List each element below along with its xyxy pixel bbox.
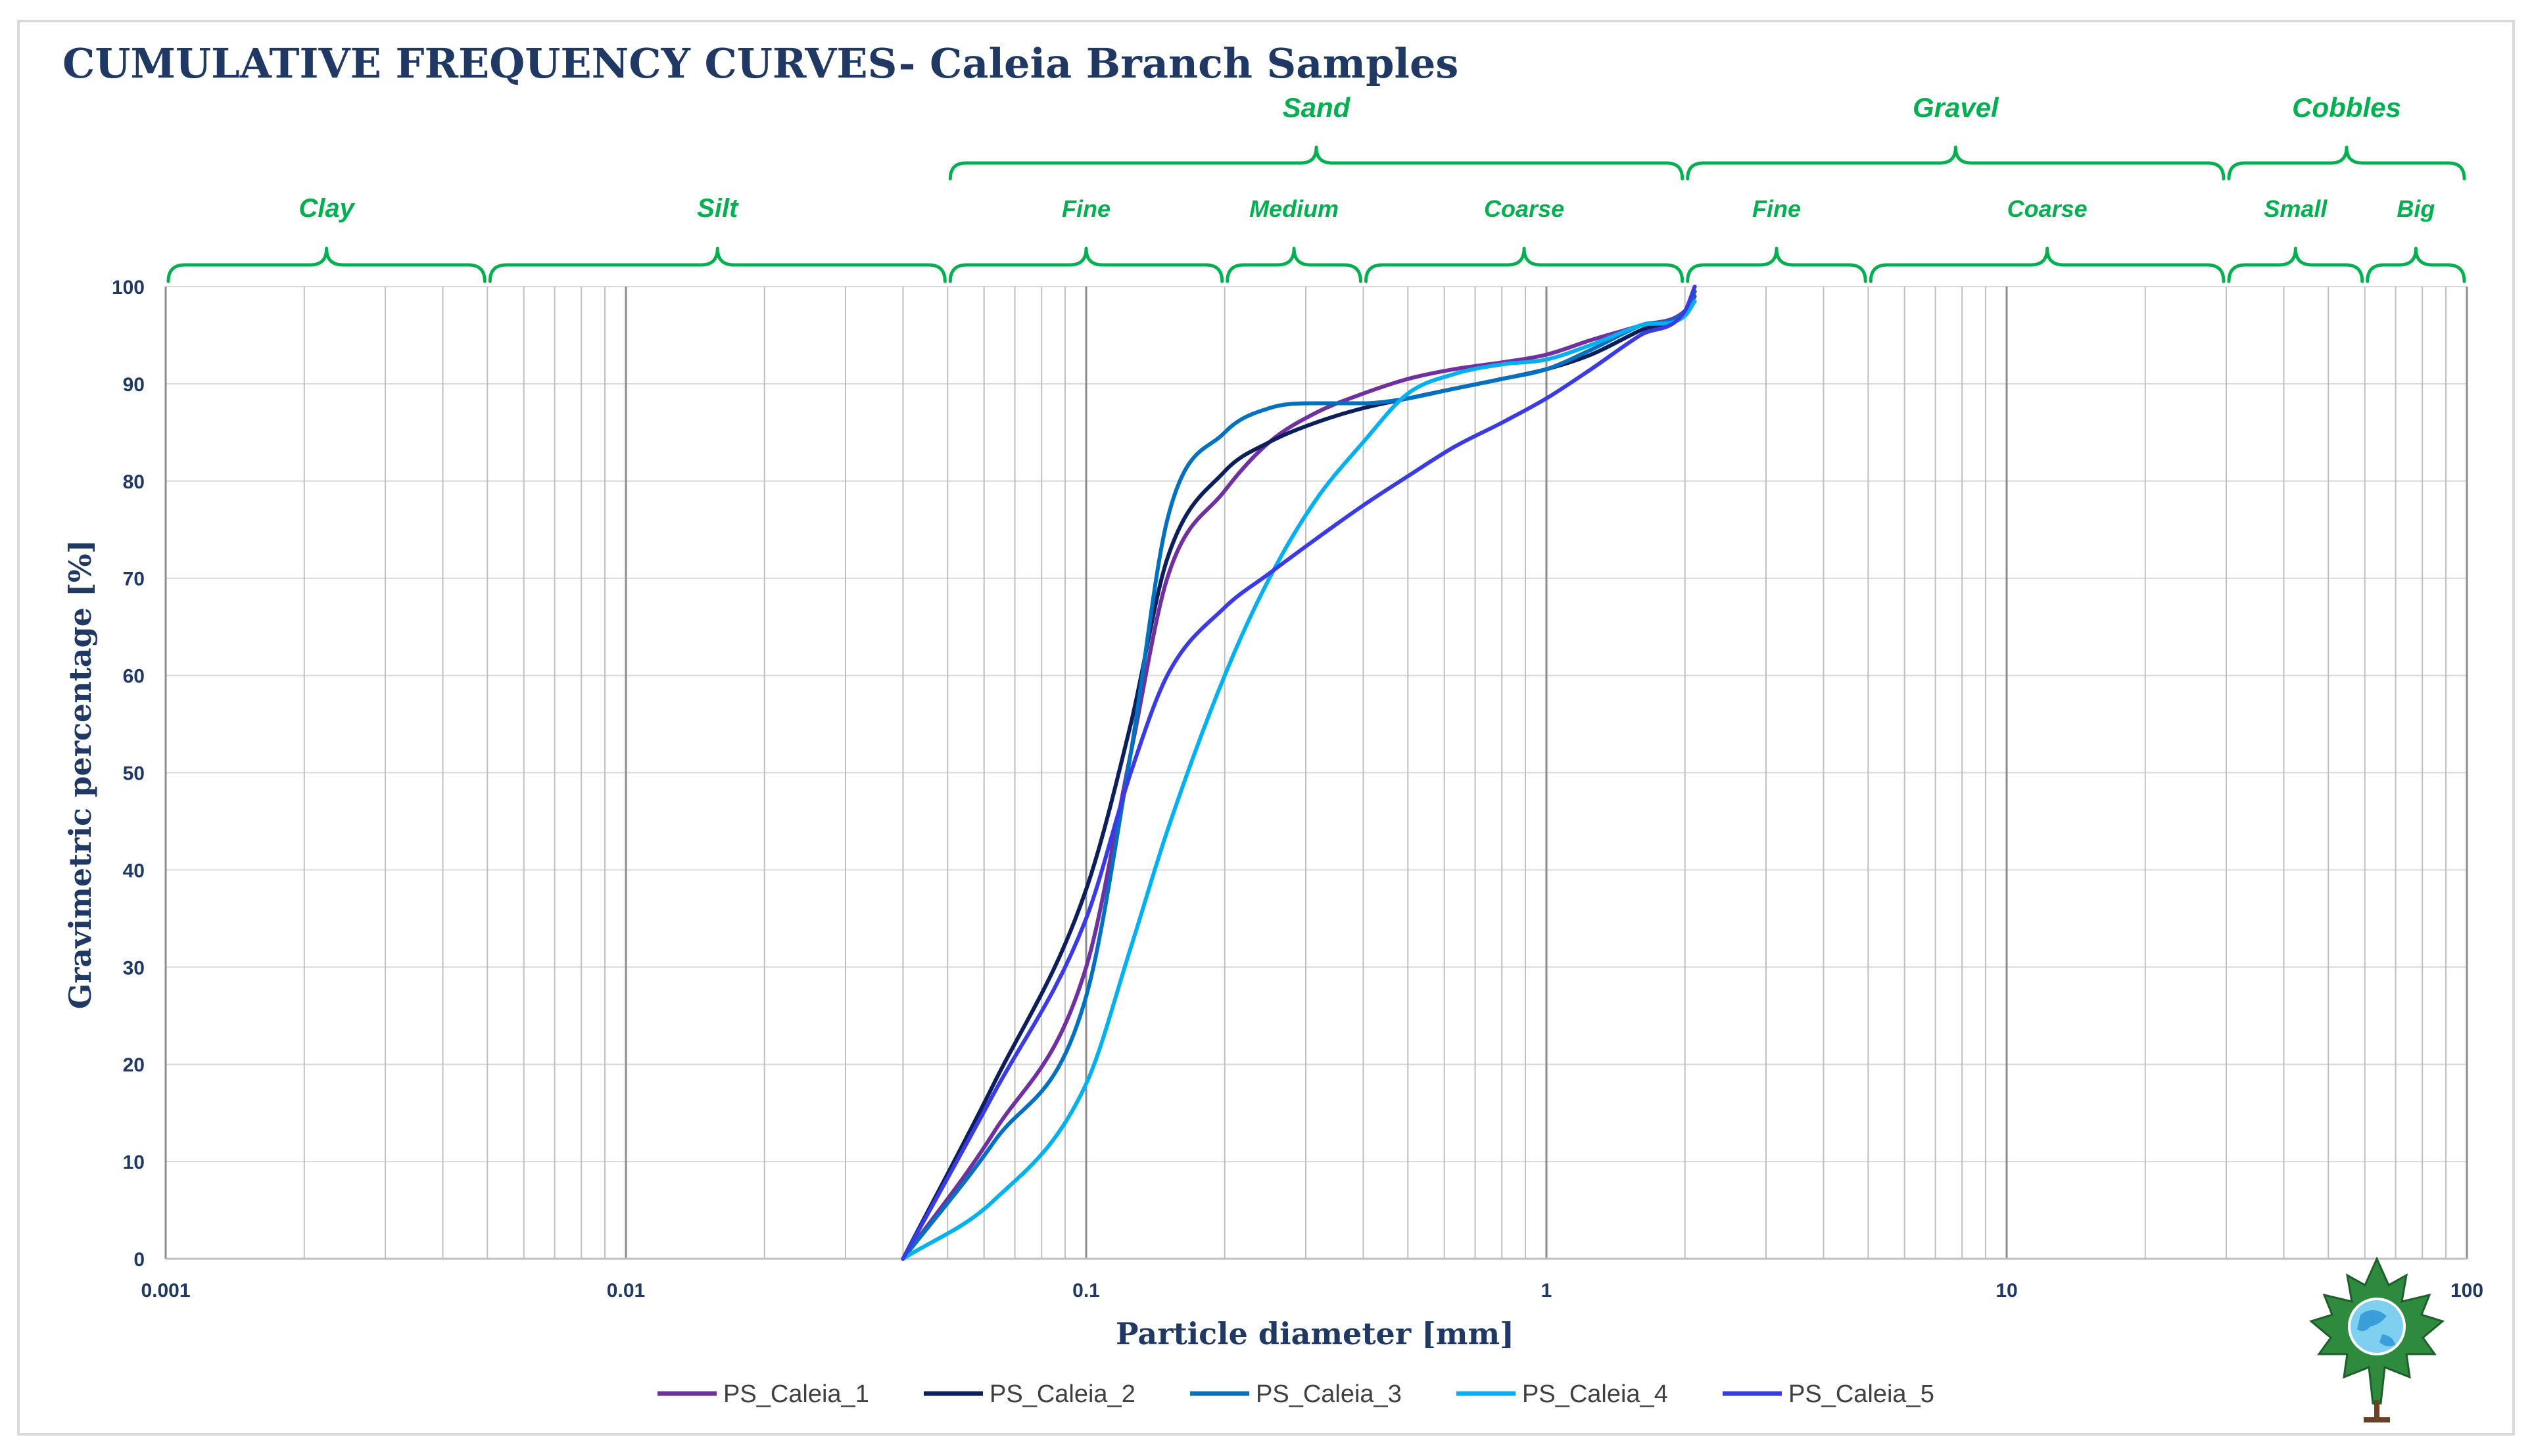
- class-label: Coarse: [2007, 195, 2088, 222]
- class-brace: [948, 247, 1224, 283]
- class-brace: [166, 247, 487, 283]
- legend-label: PS_Caleia_5: [1788, 1380, 1934, 1408]
- class-label: Big: [2397, 195, 2435, 222]
- legend-label: PS_Caleia_3: [1256, 1380, 1402, 1408]
- y-tick-label: 70: [123, 569, 145, 590]
- y-tick-label: 0: [133, 1249, 145, 1271]
- series-line-2: [901, 289, 1697, 1261]
- size-classification-braces: Clay Silt Fine Medium Coarse Fine Coarse Small B…: [166, 92, 2466, 283]
- x-tick-label: 100: [2450, 1280, 2483, 1302]
- legend: PS_Caleia_1 PS_Caleia_2 PS_Caleia_3 PS_Cale…: [657, 1380, 1934, 1408]
- group-label: Gravel: [1913, 92, 1999, 123]
- group-label: Cobbles: [2292, 92, 2401, 123]
- class-label: Fine: [1752, 195, 1801, 222]
- y-tick-label: 10: [123, 1152, 145, 1173]
- class-brace: [2366, 247, 2466, 283]
- group-brace: [948, 145, 1684, 181]
- series-lines: [901, 285, 1697, 1261]
- y-tick-label: 20: [123, 1054, 145, 1076]
- plot-grid: [164, 286, 2468, 1260]
- series-line-3: [901, 289, 1697, 1261]
- class-label: Medium: [1249, 195, 1339, 222]
- x-tick-label: 0.01: [607, 1280, 645, 1302]
- maple-leaf-globe-icon: [2308, 1256, 2445, 1422]
- series-line-5: [901, 285, 1697, 1261]
- chart-frame: [17, 20, 2515, 1436]
- legend-label: PS_Caleia_4: [1522, 1380, 1668, 1408]
- group-brace: [1686, 145, 2226, 181]
- y-tick-label: 100: [112, 277, 145, 298]
- y-tick-label: 30: [123, 957, 145, 979]
- class-label: Coarse: [1484, 195, 1564, 222]
- y-tick-label: 90: [123, 374, 145, 396]
- class-label: Silt: [697, 194, 739, 223]
- class-brace: [1869, 247, 2226, 283]
- series-line-4: [901, 299, 1697, 1261]
- x-tick-label: 1: [1541, 1280, 1552, 1302]
- class-label: Clay: [299, 194, 355, 223]
- class-brace: [2227, 247, 2364, 283]
- class-brace: [1364, 247, 1684, 283]
- chart-title: CUMULATIVE FREQUENCY CURVES- Caleia Bran…: [62, 39, 1458, 87]
- legend-label: PS_Caleia_1: [723, 1380, 869, 1408]
- group-label: Sand: [1283, 92, 1351, 123]
- class-brace: [1226, 247, 1362, 283]
- y-tick-label: 80: [123, 471, 145, 493]
- class-label: Small: [2264, 195, 2328, 222]
- class-label: Fine: [1062, 195, 1111, 222]
- legend-label: PS_Caleia_2: [990, 1380, 1135, 1408]
- class-brace: [1686, 247, 1867, 283]
- x-tick-label: 10: [1995, 1280, 2017, 1302]
- x-axis-label: Particle diameter [mm]: [1116, 1316, 1514, 1351]
- axis-ticks: 0.001 0.01 0.1 1 10 100 0 10 20 30 40 50 60 70 80 90 100: [112, 277, 2483, 1302]
- y-axis-label: Gravimetric percentage [%]: [62, 540, 98, 1010]
- group-brace: [2227, 145, 2466, 181]
- x-tick-label: 0.1: [1072, 1280, 1100, 1302]
- y-tick-label: 60: [123, 666, 145, 688]
- series-line-1: [901, 294, 1697, 1261]
- class-brace: [488, 247, 947, 283]
- y-tick-label: 50: [123, 763, 145, 785]
- x-tick-label: 0.001: [141, 1280, 190, 1302]
- y-tick-label: 40: [123, 860, 145, 881]
